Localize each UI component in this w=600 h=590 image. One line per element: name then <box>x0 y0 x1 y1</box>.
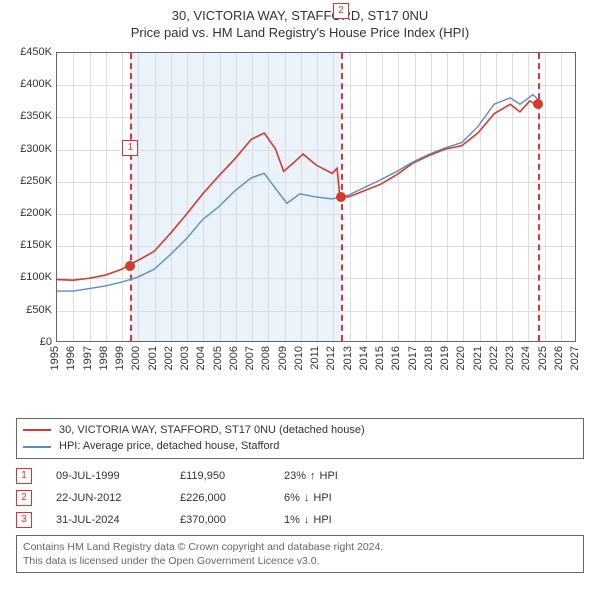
event-suffix: HPI <box>320 465 338 487</box>
event-marker <box>125 261 135 271</box>
series-svg <box>57 53 575 341</box>
event-date: 31-JUL-2024 <box>56 509 156 531</box>
x-axis-label: 2012 <box>325 346 339 370</box>
x-axis-label: 2011 <box>309 346 323 370</box>
event-pct: 1% <box>284 509 300 531</box>
y-axis-label: £450K <box>8 46 52 58</box>
event-pct: 23% <box>284 465 306 487</box>
y-axis-label: £200K <box>8 207 52 219</box>
x-axis-label: 2016 <box>390 346 404 370</box>
legend-item: 30, VICTORIA WAY, STAFFORD, ST17 0NU (de… <box>23 422 577 439</box>
event-marker <box>533 99 543 109</box>
x-axis-label: 2025 <box>537 346 551 370</box>
arrow-down-icon: ↓ <box>304 487 310 509</box>
x-axis-label: 1997 <box>82 346 96 370</box>
event-number-badge: 3 <box>16 512 32 528</box>
legend-label: HPI: Average price, detached house, Staf… <box>59 438 279 455</box>
x-axis-label: 2001 <box>147 346 161 370</box>
x-axis-label: 2019 <box>439 346 453 370</box>
event-number-badge: 1 <box>16 468 32 484</box>
event-suffix: HPI <box>313 509 331 531</box>
legend-item: HPI: Average price, detached house, Staf… <box>23 438 577 455</box>
x-axis-label: 2017 <box>407 346 421 370</box>
event-row: 2 22-JUN-2012 £226,000 6% ↓ HPI <box>16 487 584 509</box>
x-axis-label: 2020 <box>455 346 469 370</box>
x-axis-label: 2002 <box>163 346 177 370</box>
x-axis-label: 1998 <box>98 346 112 370</box>
x-axis-label: 2023 <box>504 346 518 370</box>
arrow-up-icon: ↑ <box>310 465 316 487</box>
events-table: 1 09-JUL-1999 £119,950 23% ↑ HPI 2 22-JUN-201… <box>16 465 584 531</box>
x-axis-label: 2004 <box>195 346 209 370</box>
legend: 30, VICTORIA WAY, STAFFORD, ST17 0NU (de… <box>16 418 584 459</box>
event-price: £370,000 <box>180 509 260 531</box>
y-axis-label: £350K <box>8 110 52 122</box>
chart-area: 123 £0 £50K £100K £150K £200K £250K £300K £350K… <box>8 46 592 376</box>
x-axis-label: 2026 <box>553 346 567 370</box>
x-axis-label: 2005 <box>212 346 226 370</box>
legend-swatch <box>23 429 51 431</box>
y-axis-label: £0 <box>8 336 52 348</box>
event-row: 1 09-JUL-1999 £119,950 23% ↑ HPI <box>16 465 584 487</box>
x-axis-label: 2003 <box>179 346 193 370</box>
event-annotation: 2 <box>333 3 349 19</box>
x-axis-label: 1996 <box>65 346 79 370</box>
event-date: 09-JUL-1999 <box>56 465 156 487</box>
x-axis-label: 2014 <box>358 346 372 370</box>
y-axis-label: £100K <box>8 271 52 283</box>
x-axis-label: 2008 <box>260 346 274 370</box>
footer-line-2: This data is licensed under the Open Gov… <box>23 554 577 568</box>
attribution-footer: Contains HM Land Registry data © Crown c… <box>16 535 584 573</box>
event-delta: 1% ↓ HPI <box>284 509 332 531</box>
event-number-badge: 2 <box>16 490 32 506</box>
arrow-down-icon: ↓ <box>304 509 310 531</box>
x-axis-label: 2027 <box>569 346 583 370</box>
x-axis-label: 2013 <box>342 346 356 370</box>
y-axis-label: £250K <box>8 175 52 187</box>
x-axis-label: 2000 <box>130 346 144 370</box>
x-axis-label: 1999 <box>114 346 128 370</box>
y-axis-label: £50K <box>8 304 52 316</box>
event-delta: 23% ↑ HPI <box>284 465 338 487</box>
event-marker <box>336 192 346 202</box>
event-delta: 6% ↓ HPI <box>284 487 332 509</box>
x-axis-label: 2021 <box>472 346 486 370</box>
x-axis-label: 2009 <box>277 346 291 370</box>
x-axis-label: 2024 <box>520 346 534 370</box>
chart-title: 30, VICTORIA WAY, STAFFORD, ST17 0NU <box>8 8 592 25</box>
x-axis-label: 2006 <box>228 346 242 370</box>
x-axis-label: 2022 <box>488 346 502 370</box>
chart-subtitle: Price paid vs. HM Land Registry's House … <box>8 25 592 40</box>
event-date: 22-JUN-2012 <box>56 487 156 509</box>
event-suffix: HPI <box>313 487 331 509</box>
x-axis-label: 1995 <box>49 346 63 370</box>
y-axis-label: £300K <box>8 143 52 155</box>
x-axis-label: 2010 <box>293 346 307 370</box>
y-axis-label: £400K <box>8 78 52 90</box>
event-price: £226,000 <box>180 487 260 509</box>
x-axis-label: 2007 <box>244 346 258 370</box>
legend-label: 30, VICTORIA WAY, STAFFORD, ST17 0NU (de… <box>59 422 365 439</box>
legend-swatch <box>23 446 51 448</box>
y-axis-label: £150K <box>8 239 52 251</box>
event-annotation: 1 <box>122 140 138 156</box>
event-pct: 6% <box>284 487 300 509</box>
series-price_paid <box>57 101 536 280</box>
footer-line-1: Contains HM Land Registry data © Crown c… <box>23 540 577 554</box>
chart-container: 30, VICTORIA WAY, STAFFORD, ST17 0NU Pri… <box>0 0 600 579</box>
x-axis-label: 2018 <box>423 346 437 370</box>
event-price: £119,950 <box>180 465 260 487</box>
x-axis-label: 2015 <box>374 346 388 370</box>
plot-region: 123 <box>56 52 576 342</box>
event-row: 3 31-JUL-2024 £370,000 1% ↓ HPI <box>16 509 584 531</box>
